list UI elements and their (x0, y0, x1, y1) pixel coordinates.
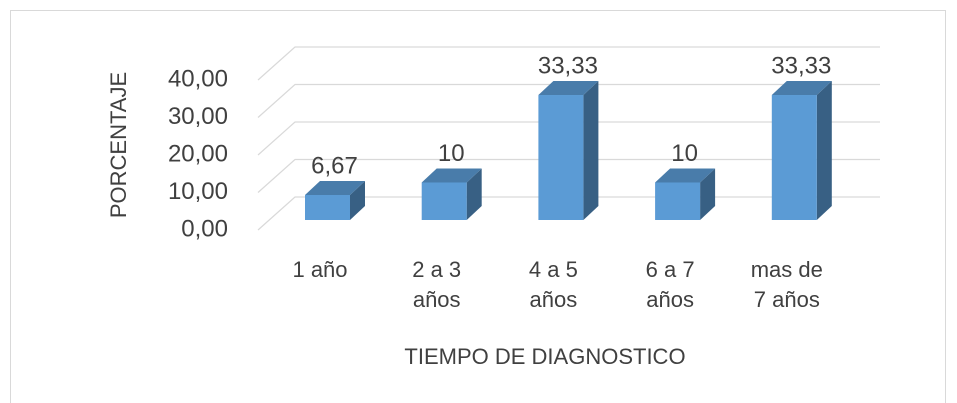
bar (305, 194, 350, 220)
bar-top (305, 180, 365, 195)
y-tick-label: 30,00 (168, 103, 228, 130)
x-tick-label-box: 1 año (292, 257, 348, 282)
data-label: 10 (438, 140, 465, 167)
y-tick-label: 20,00 (168, 140, 228, 167)
x-tick-label: 1 año (292, 257, 348, 282)
bar-side (583, 81, 599, 220)
bar (655, 182, 701, 220)
bar-side (466, 168, 482, 220)
bar-side (350, 180, 365, 220)
data-label: 33,33 (771, 52, 831, 79)
bar-top (771, 81, 832, 96)
bar (771, 95, 817, 220)
bar-top (538, 81, 599, 96)
x-tick-label-box: 6 a 7 años (645, 257, 695, 312)
x-tick-label: 6 a 7 años (645, 257, 695, 312)
bar (421, 182, 467, 220)
x-tick-label: 4 a 5 años (528, 257, 578, 312)
y-tick-label: 40,00 (168, 65, 228, 92)
data-label: 10 (671, 140, 698, 167)
x-tick-label-box: 2 a 3 años (412, 257, 462, 312)
grid-line (257, 83, 880, 118)
grid-line (257, 46, 880, 81)
bar-top (421, 168, 482, 183)
x-tick-label: 2 a 3 años (412, 257, 462, 312)
bar-side (816, 81, 832, 220)
grid-line (257, 158, 880, 193)
bar-top (655, 168, 716, 183)
x-tick-label-box: 4 a 5 años (528, 257, 578, 312)
y-tick-label: 0,00 (181, 215, 228, 242)
bar-side (700, 168, 716, 220)
x-axis-title: TIEMPO DE DIAGNOSTICO (404, 344, 685, 369)
data-label: 33,33 (538, 52, 598, 79)
y-tick-label: 10,00 (168, 178, 228, 205)
x-tick-label-box: mas de 7 años (750, 257, 823, 312)
data-label: 6,67 (311, 152, 358, 179)
grid-line (257, 121, 880, 156)
bar (538, 95, 584, 220)
x-tick-label: mas de 7 años (750, 257, 823, 312)
y-axis-title: PORCENTAJE (106, 72, 131, 218)
